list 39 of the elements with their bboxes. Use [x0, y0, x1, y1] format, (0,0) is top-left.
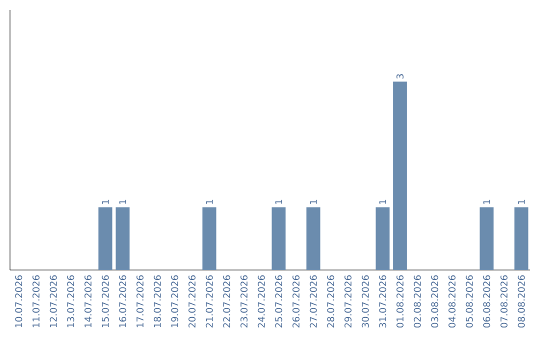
x-tick-label: 29.07.2026	[344, 275, 352, 328]
data-label: 1	[102, 200, 109, 204]
x-tick-label: 17.07.2026	[136, 275, 144, 328]
x-tick-label: 05.08.2026	[466, 275, 473, 328]
x-tick-label: 13.07.2026	[67, 275, 74, 328]
x-tick-label: 16.07.2026	[119, 275, 126, 328]
x-tick-label: 27.07.2026	[310, 275, 317, 328]
x-tick-label: 22.07.2026	[223, 275, 230, 328]
x-tick-label: 03.08.2026	[431, 275, 438, 328]
data-label: 1	[518, 200, 525, 204]
x-tick-label: 18.07.2026	[154, 275, 161, 328]
x-tick-label: 23.07.2026	[240, 275, 248, 328]
x-tick-label: 02.08.2026	[414, 275, 421, 328]
x-tick-label: 14.07.2026	[84, 275, 92, 328]
x-tick-label: 20.07.2026	[188, 275, 196, 328]
x-tick-label: 24.07.2026	[258, 275, 265, 328]
x-tick-label: 04.08.2026	[448, 275, 456, 328]
x-tick-label: 25.07.2026	[275, 275, 282, 328]
x-tick-label: 11.07.2026	[32, 275, 40, 328]
data-label: 3	[396, 74, 404, 79]
x-tick-label: 01.08.2026	[396, 275, 404, 328]
data-label: 1	[483, 200, 490, 204]
data-label: 1	[206, 200, 213, 204]
x-tick-label: 12.07.2026	[50, 275, 57, 328]
x-tick-label: 30.07.2026	[362, 275, 369, 328]
x-tick-label: 26.07.2026	[292, 275, 300, 328]
data-label: 1	[275, 200, 282, 204]
x-tick-label: 28.07.2026	[327, 275, 334, 328]
x-tick-label: 31.07.2026	[379, 275, 386, 328]
x-tick-label: 21.07.2026	[206, 275, 213, 328]
x-tick-label: 08.08.2026	[518, 275, 525, 328]
x-tick-label: 19.07.2026	[171, 275, 178, 328]
x-tick-label: 07.08.2026	[500, 275, 508, 328]
x-tick-label: 06.08.2026	[483, 275, 490, 328]
x-tick-label: 15.07.2026	[102, 275, 109, 328]
data-label: 1	[379, 200, 386, 204]
data-label: 1	[119, 200, 126, 204]
x-tick-label: 10.07.2026	[15, 275, 22, 328]
data-label: 1	[310, 200, 317, 204]
